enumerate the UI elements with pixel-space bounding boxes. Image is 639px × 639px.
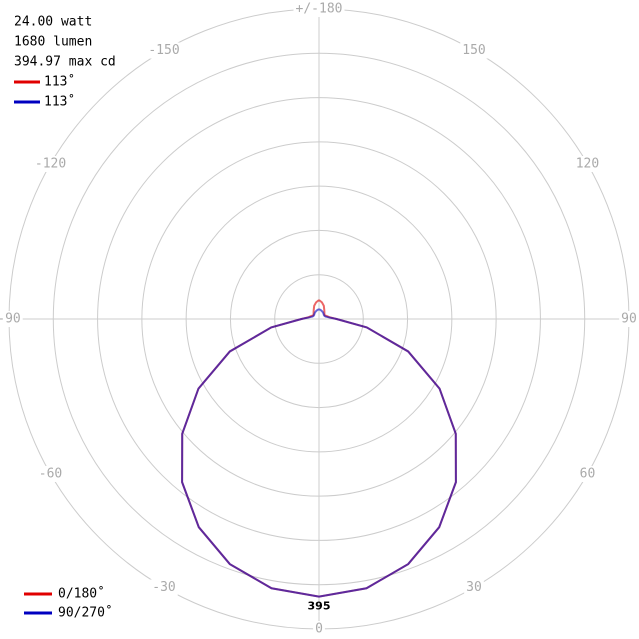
theta-tick-label: -30 — [152, 580, 175, 595]
tick-label-bg — [36, 466, 65, 482]
info-text: 394.97 max cd — [14, 55, 116, 70]
beam-angle-label: 113˚ — [44, 74, 75, 90]
theta-tick-label: -60 — [39, 467, 62, 482]
beam-angle-label: 113˚ — [44, 94, 75, 110]
tick-label-bg — [577, 466, 598, 482]
theta-tick-label: 30 — [466, 580, 482, 595]
info-text: 1680 lumen — [14, 35, 92, 50]
theta-tick-label: +/-180 — [296, 2, 343, 17]
tick-label-bg — [464, 579, 484, 596]
theta-tick-label: -150 — [148, 43, 179, 58]
tick-label-bg — [573, 156, 602, 172]
tick-label-bg — [32, 156, 69, 172]
tick-label-bg — [619, 311, 639, 327]
tick-label-bg — [293, 1, 345, 17]
tick-label-bg — [146, 42, 182, 59]
theta-tick-label: 90 — [621, 312, 637, 327]
legend-label: 90/270˚ — [58, 605, 113, 621]
theta-tick-label: 120 — [576, 157, 599, 172]
tick-label-bg — [150, 579, 178, 596]
theta-tick-label: 150 — [462, 43, 485, 58]
intensity-curve — [181, 308, 457, 598]
theta-tick-label: 0 — [315, 622, 323, 637]
theta-tick-label: -120 — [35, 157, 66, 172]
info-text: 24.00 watt — [14, 15, 92, 30]
tick-label-bg — [460, 42, 488, 59]
max-label: 395 — [308, 600, 331, 613]
tick-label-bg — [0, 311, 23, 327]
theta-tick-label: -90 — [0, 312, 21, 327]
tick-label-bg — [313, 621, 325, 637]
theta-tick-label: 60 — [580, 467, 596, 482]
legend-label: 0/180˚ — [58, 586, 105, 602]
